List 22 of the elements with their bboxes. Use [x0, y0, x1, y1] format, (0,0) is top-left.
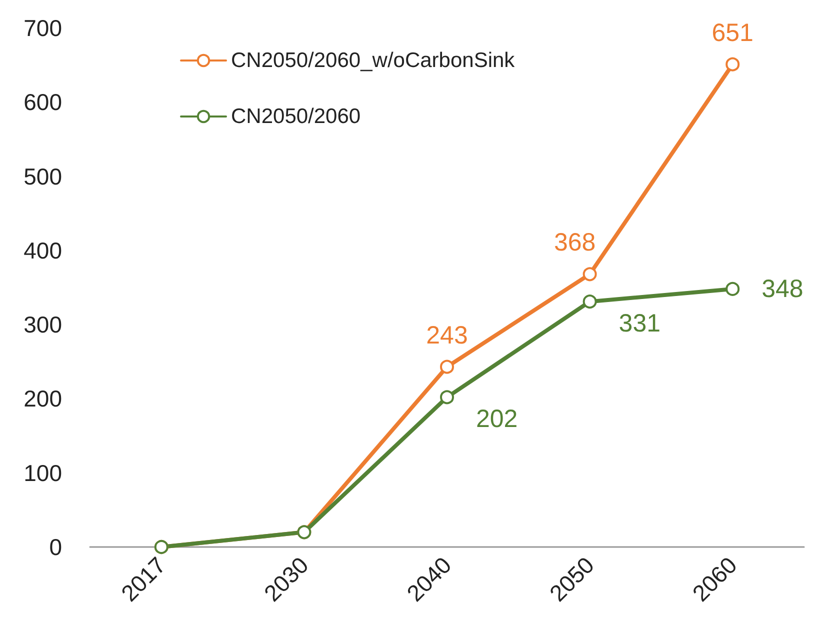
data-label: 243 — [426, 321, 468, 350]
point — [582, 294, 597, 309]
y-tick-label: 600 — [24, 89, 62, 116]
legend-label: CN2050/2060_w/oCarbonSink — [231, 49, 516, 72]
data-label: 651 — [712, 18, 754, 47]
y-tick-label: 100 — [24, 460, 62, 486]
point — [582, 267, 597, 282]
data-label: 368 — [554, 228, 596, 257]
point — [440, 390, 454, 404]
legend-label: CN2050/2060 — [231, 105, 361, 128]
data-label: 331 — [618, 310, 661, 338]
y-tick-label: 500 — [24, 163, 62, 190]
y-tick-label: 200 — [24, 386, 62, 412]
point — [440, 360, 454, 374]
data-label: 202 — [476, 405, 518, 434]
data-label: 348 — [762, 274, 804, 303]
point — [726, 57, 740, 72]
y-tick-label: 0 — [49, 534, 62, 560]
y-tick-label: 300 — [24, 312, 62, 338]
y-tick-label: 700 — [24, 15, 62, 41]
y-tick-label: 400 — [24, 237, 62, 264]
point — [726, 282, 740, 296]
